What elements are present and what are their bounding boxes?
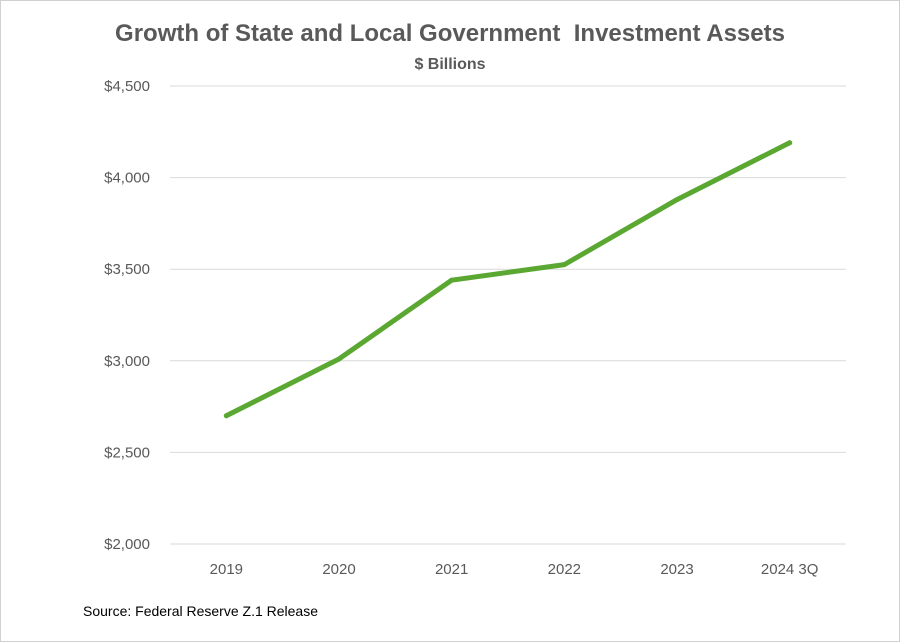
source-note: Source: Federal Reserve Z.1 Release bbox=[83, 603, 318, 619]
data-point bbox=[223, 413, 229, 419]
data-point bbox=[561, 262, 567, 268]
y-tick-label: $2,000 bbox=[104, 536, 150, 553]
series-group bbox=[223, 140, 793, 419]
y-tick-label: $3,500 bbox=[104, 261, 150, 278]
data-point bbox=[674, 197, 680, 203]
data-point bbox=[336, 356, 342, 362]
y-tick-label: $2,500 bbox=[104, 444, 150, 461]
x-tick-label: 2022 bbox=[548, 561, 581, 578]
y-tick-label: $4,000 bbox=[104, 170, 150, 187]
y-tick-label: $3,000 bbox=[104, 353, 150, 370]
data-point bbox=[449, 277, 455, 283]
gridlines bbox=[170, 85, 846, 545]
x-tick-label: 2024 3Q bbox=[761, 561, 819, 578]
x-axis-labels: 2019 2020 2021 2022 2023 2024 3Q bbox=[210, 561, 819, 578]
series-line bbox=[223, 140, 793, 419]
chart-title: Growth of State and Local Government Inv… bbox=[115, 20, 785, 47]
data-point bbox=[787, 140, 793, 146]
x-tick-label: 2020 bbox=[322, 561, 355, 578]
x-tick-label: 2023 bbox=[660, 561, 693, 578]
chart-subtitle: $ Billions bbox=[414, 56, 486, 73]
x-tick-label: 2019 bbox=[210, 561, 243, 578]
x-tick-label: 2021 bbox=[435, 561, 468, 578]
y-tick-label: $4,500 bbox=[104, 78, 150, 95]
y-axis-labels: $2,000 $2,500 $3,000 $3,500 $4,000 $4,500 bbox=[104, 78, 150, 553]
